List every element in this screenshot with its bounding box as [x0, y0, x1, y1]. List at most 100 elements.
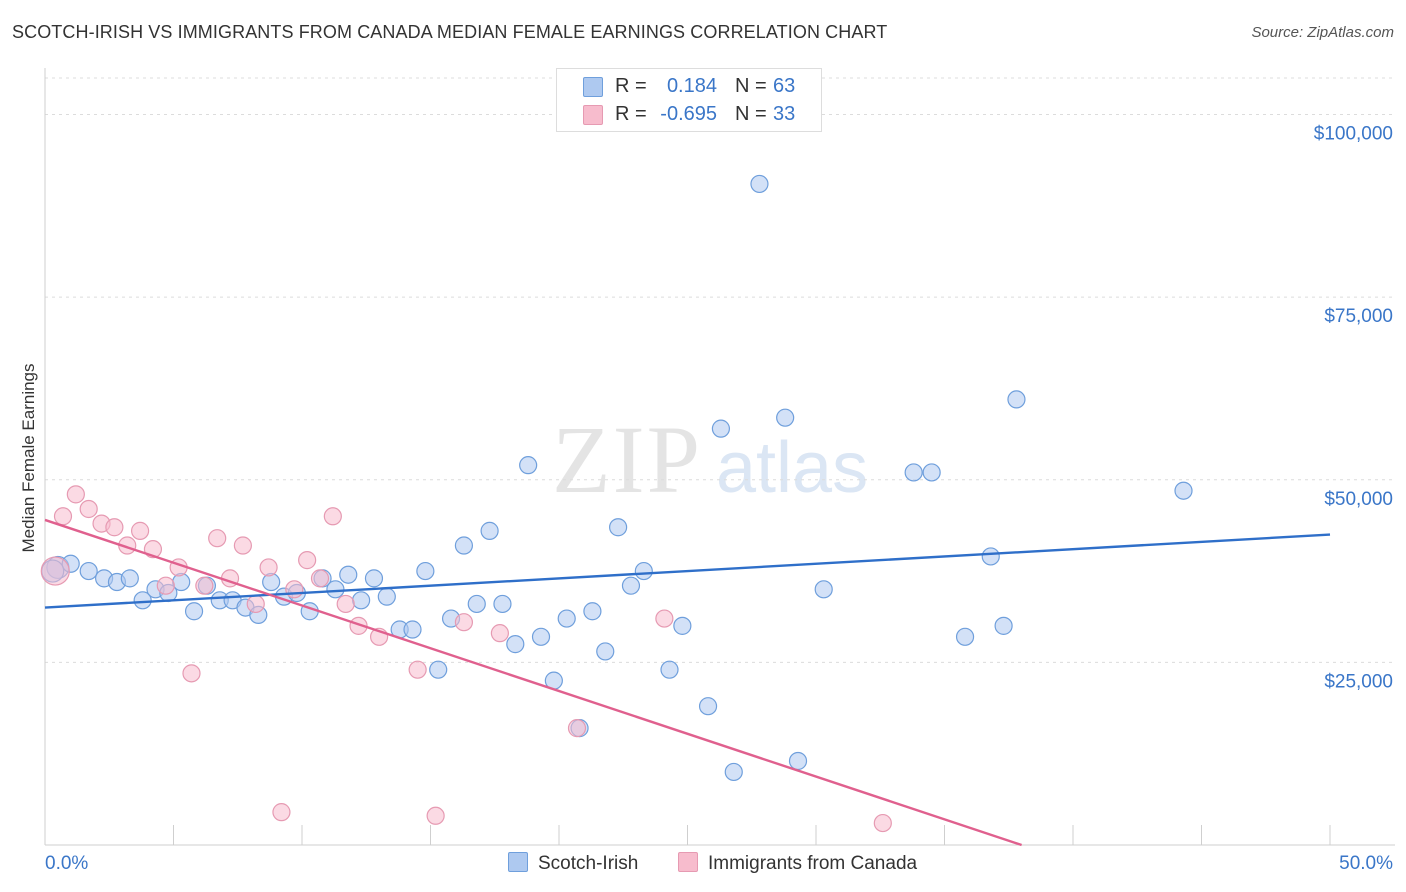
data-point	[429, 660, 448, 679]
source-label: Source: ZipAtlas.com	[1251, 24, 1394, 41]
x-tick-label: 0.0%	[45, 853, 88, 874]
data-point	[567, 719, 587, 738]
chart-title: SCOTCH-IRISH VS IMMIGRANTS FROM CANADA M…	[12, 22, 888, 42]
legend-swatch-scotch-irish	[583, 77, 603, 97]
data-point	[233, 536, 252, 555]
data-point	[40, 556, 70, 586]
data-point	[79, 499, 98, 519]
data-point	[776, 408, 795, 427]
bottom-legend-label: Scotch-Irish	[538, 853, 639, 874]
data-point	[711, 419, 731, 438]
data-point	[621, 576, 641, 595]
data-point	[981, 547, 1000, 566]
bottom-legend-label: Immigrants from Canada	[708, 853, 918, 874]
data-point	[336, 594, 355, 614]
data-point	[53, 507, 73, 526]
data-point	[788, 751, 808, 771]
data-point	[272, 803, 291, 822]
data-point	[246, 594, 265, 614]
data-point	[133, 591, 152, 610]
data-point	[467, 594, 486, 614]
data-point	[1174, 481, 1193, 500]
legend-n-value: 33	[773, 103, 796, 125]
data-point	[634, 561, 653, 581]
data-point	[120, 569, 139, 588]
data-point	[531, 627, 551, 646]
y-tick-label: $100,000	[1314, 124, 1393, 145]
data-point	[326, 580, 345, 599]
data-point	[182, 664, 201, 683]
data-point	[66, 485, 85, 504]
data-point	[596, 642, 615, 661]
data-point	[454, 613, 474, 632]
data-point	[493, 594, 512, 614]
bottom-legend-swatch	[678, 852, 698, 872]
data-point	[377, 587, 396, 606]
legend-n-label: N =	[735, 103, 767, 125]
axes	[44, 68, 1395, 846]
data-point	[698, 697, 718, 716]
legend-row-immigrants-canada: R = -0.695 N = 33	[557, 100, 821, 128]
data-point	[403, 620, 422, 639]
data-point	[426, 806, 445, 825]
data-point	[1007, 390, 1026, 409]
legend-r-value: 0.184	[666, 75, 717, 97]
data-point	[557, 609, 576, 628]
y-tick-label: $75,000	[1324, 306, 1393, 327]
data-point	[750, 174, 769, 194]
data-point	[480, 521, 499, 540]
data-point	[339, 565, 358, 584]
bottom-legend-immigrants-canada: Immigrants from Canada	[678, 852, 917, 875]
watermark-zip: ZIP	[552, 406, 702, 513]
trend-line-scotch-irish	[44, 533, 1331, 609]
trend-lines	[44, 518, 1331, 847]
data-point	[285, 580, 304, 599]
data-point	[416, 561, 435, 581]
legend-r-label: R =	[615, 75, 647, 97]
legend-r-value: -0.695	[660, 103, 717, 125]
data-point	[814, 580, 833, 599]
data-point	[609, 518, 628, 537]
legend-row-scotch-irish: R = 0.184 N = 63	[557, 72, 821, 100]
stats-legend: R = 0.184 N = 63 R = -0.695 N = 33	[556, 68, 822, 132]
data-point	[955, 627, 975, 646]
trend-line-immigrants-canada	[44, 518, 1022, 847]
data-point	[130, 521, 150, 540]
data-point	[364, 569, 384, 588]
data-point	[156, 576, 175, 595]
data-point	[660, 660, 679, 679]
data-point	[922, 463, 941, 482]
data-point	[655, 609, 674, 628]
data-point	[208, 529, 227, 548]
data-point	[408, 660, 427, 679]
watermark: ZIP atlas	[552, 406, 868, 513]
data-point	[310, 569, 330, 588]
y-tick-label: $25,000	[1324, 671, 1393, 692]
series-immigrants-canada	[40, 485, 892, 833]
data-point	[352, 591, 371, 610]
y-tick-label: $50,000	[1324, 489, 1393, 510]
bottom-legend-scotch-irish: Scotch-Irish	[508, 852, 638, 875]
data-point	[298, 551, 317, 570]
legend-n-value: 63	[773, 75, 796, 97]
data-point	[724, 762, 743, 782]
data-point	[349, 616, 368, 635]
watermark-atlas: atlas	[716, 428, 868, 508]
bottom-legend-swatch	[508, 852, 528, 872]
data-point	[583, 602, 602, 621]
data-point	[873, 813, 892, 833]
data-point	[323, 507, 342, 526]
data-point	[184, 602, 204, 621]
data-points	[40, 174, 1193, 833]
legend-swatch-immigrants-canada	[583, 105, 603, 125]
legend-r-label: R =	[615, 103, 647, 125]
data-point	[490, 624, 509, 643]
data-point	[904, 463, 923, 482]
data-point	[506, 635, 525, 654]
legend-n-label: N =	[735, 75, 767, 97]
y-axis-label: Median Female Earnings	[19, 364, 38, 553]
data-point	[454, 536, 474, 555]
tick-labels: $25,000 $50,000 $75,000 $100,000 0.0% 50.0%	[45, 124, 1393, 874]
data-point	[519, 456, 538, 475]
